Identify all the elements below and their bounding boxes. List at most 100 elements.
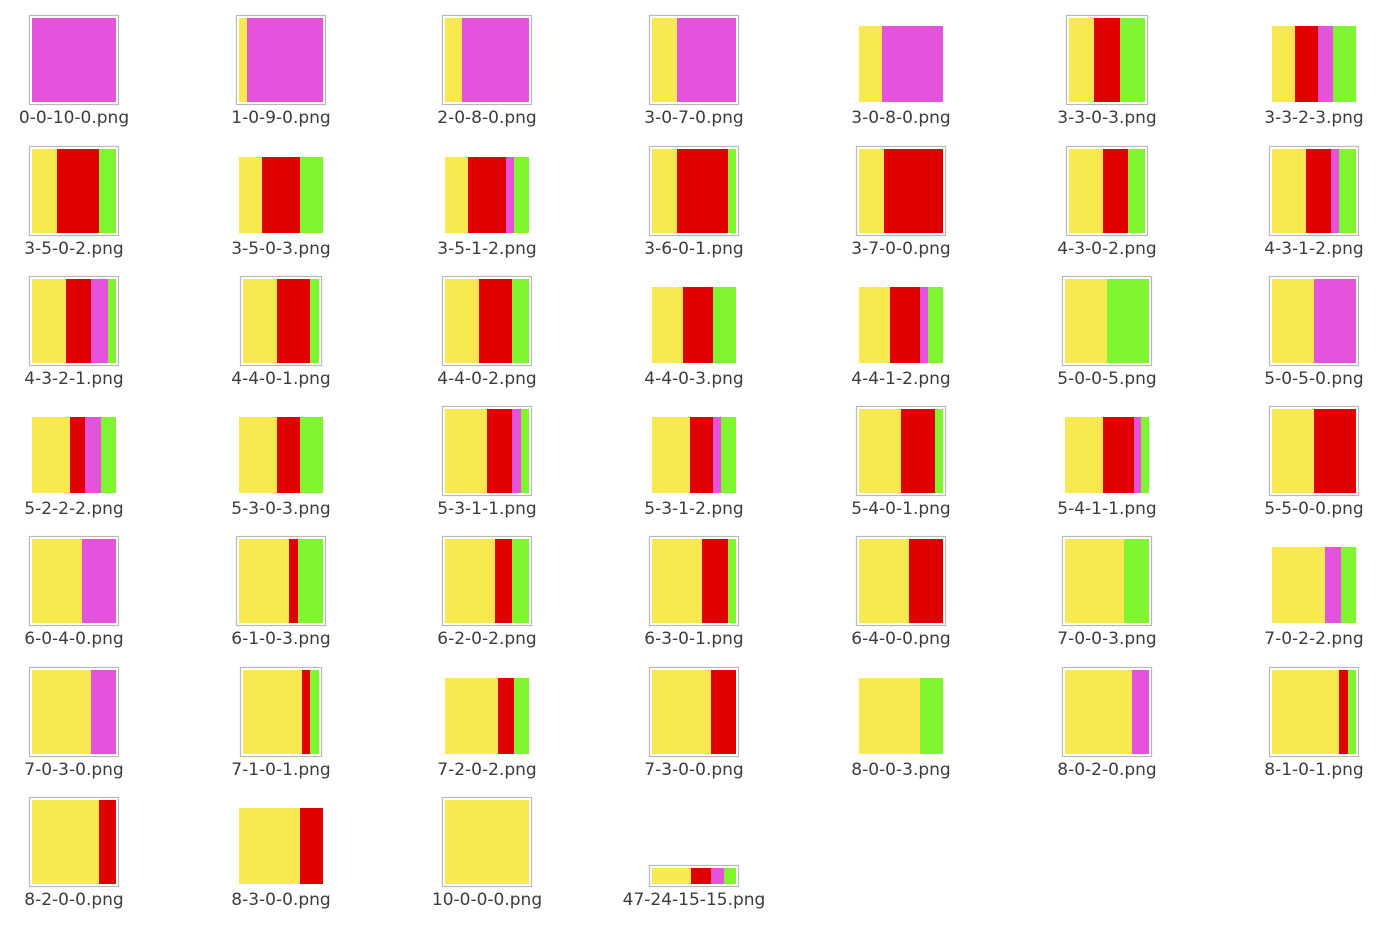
file-item[interactable]: 4-3-0-2.png xyxy=(1012,131,1202,259)
file-item[interactable]: 0-0-10-0.png xyxy=(0,0,169,128)
file-name-label: 6-0-4-0.png xyxy=(24,629,124,649)
image-thumbnail xyxy=(442,536,532,626)
file-item[interactable]: 8-1-0-1.png xyxy=(1219,652,1390,780)
file-item[interactable]: 3-5-1-2.png xyxy=(392,131,582,259)
color-band-green xyxy=(1141,416,1149,493)
file-item[interactable]: 7-0-3-0.png xyxy=(0,652,169,780)
file-item[interactable]: 1-0-9-0.png xyxy=(186,0,376,128)
file-item[interactable]: 6-4-0-0.png xyxy=(806,521,996,649)
color-band-magenta xyxy=(1132,670,1149,754)
file-item[interactable]: 5-3-1-1.png xyxy=(392,391,582,519)
color-band-red xyxy=(289,539,298,623)
image-thumbnail xyxy=(649,15,739,105)
color-band-yellow xyxy=(652,149,678,233)
file-name-label: 5-2-2-2.png xyxy=(24,499,124,519)
color-band-green xyxy=(513,677,529,754)
file-item[interactable]: 3-0-7-0.png xyxy=(599,0,789,128)
file-item[interactable]: 3-5-0-3.png xyxy=(186,131,376,259)
file-item[interactable]: 7-0-0-3.png xyxy=(1012,521,1202,649)
file-name-label: 4-4-1-2.png xyxy=(851,369,951,389)
color-band-yellow xyxy=(1272,546,1326,623)
color-band-yellow xyxy=(1272,25,1295,102)
file-item[interactable]: 5-4-0-1.png xyxy=(806,391,996,519)
file-item[interactable]: 4-4-0-2.png xyxy=(392,261,582,389)
file-item[interactable]: 3-0-8-0.png xyxy=(806,0,996,128)
color-band-green xyxy=(300,416,323,493)
color-band-red xyxy=(495,539,513,623)
file-item[interactable]: 5-3-1-2.png xyxy=(599,391,789,519)
color-band-green xyxy=(1347,670,1356,754)
image-thumbnail xyxy=(1065,416,1149,493)
file-item[interactable]: 4-3-2-1.png xyxy=(0,261,169,389)
file-item[interactable]: 6-3-0-1.png xyxy=(599,521,789,649)
file-item[interactable]: 5-2-2-2.png xyxy=(0,391,169,519)
color-band-red xyxy=(702,539,728,623)
file-name-label: 8-0-2-0.png xyxy=(1057,760,1157,780)
color-band-yellow xyxy=(239,18,248,102)
file-item[interactable]: 4-4-1-2.png xyxy=(806,261,996,389)
file-name-label: 3-5-1-2.png xyxy=(437,239,537,259)
file-item[interactable]: 4-4-0-1.png xyxy=(186,261,376,389)
image-thumbnail xyxy=(29,797,119,887)
file-item[interactable]: 8-2-0-0.png xyxy=(0,782,169,910)
file-name-label: 3-7-0-0.png xyxy=(851,239,951,259)
file-item[interactable]: 3-7-0-0.png xyxy=(806,131,996,259)
image-thumbnail xyxy=(649,536,739,626)
file-item[interactable]: 3-6-0-1.png xyxy=(599,131,789,259)
color-band-green xyxy=(310,670,319,754)
color-band-green xyxy=(100,416,116,493)
color-band-yellow xyxy=(652,416,691,493)
file-item[interactable]: 6-0-4-0.png xyxy=(0,521,169,649)
color-band-yellow xyxy=(243,279,277,363)
file-item[interactable]: 7-1-0-1.png xyxy=(186,652,376,780)
file-item[interactable]: 5-3-0-3.png xyxy=(186,391,376,519)
color-band-yellow xyxy=(1272,149,1306,233)
image-thumbnail xyxy=(442,276,532,366)
color-band-red xyxy=(884,149,943,233)
file-name-label: 4-4-0-3.png xyxy=(644,369,744,389)
file-item[interactable]: 8-0-0-3.png xyxy=(806,652,996,780)
file-item[interactable]: 8-0-2-0.png xyxy=(1012,652,1202,780)
file-item[interactable]: 47-24-15-15.png xyxy=(599,782,789,910)
file-item[interactable]: 3-5-0-2.png xyxy=(0,131,169,259)
file-item[interactable]: 5-4-1-1.png xyxy=(1012,391,1202,519)
color-band-yellow xyxy=(239,539,290,623)
color-band-yellow xyxy=(1065,279,1107,363)
file-item[interactable]: 5-0-5-0.png xyxy=(1219,261,1390,389)
file-item[interactable]: 6-2-0-2.png xyxy=(392,521,582,649)
image-thumbnail xyxy=(29,146,119,236)
image-thumbnail xyxy=(859,25,943,102)
image-thumbnail xyxy=(32,416,116,493)
file-item[interactable]: 6-1-0-3.png xyxy=(186,521,376,649)
file-name-label: 3-3-2-3.png xyxy=(1264,108,1364,128)
color-band-red xyxy=(1103,416,1134,493)
file-item[interactable]: 3-3-0-3.png xyxy=(1012,0,1202,128)
file-item[interactable]: 2-0-8-0.png xyxy=(392,0,582,128)
color-band-yellow xyxy=(652,18,678,102)
file-item[interactable]: 7-2-0-2.png xyxy=(392,652,582,780)
color-band-yellow xyxy=(1272,279,1314,363)
file-item[interactable]: 4-4-0-3.png xyxy=(599,261,789,389)
file-item[interactable]: 4-3-1-2.png xyxy=(1219,131,1390,259)
color-band-yellow xyxy=(1065,670,1133,754)
image-thumbnail xyxy=(29,536,119,626)
image-thumbnail xyxy=(859,286,943,363)
file-item[interactable]: 8-3-0-0.png xyxy=(186,782,376,910)
color-band-red xyxy=(487,409,513,493)
image-thumbnail xyxy=(236,536,326,626)
color-band-magenta xyxy=(90,279,108,363)
file-item[interactable]: 10-0-0-0.png xyxy=(392,782,582,910)
file-item[interactable]: 5-0-0-5.png xyxy=(1012,261,1202,389)
file-item[interactable]: 7-3-0-0.png xyxy=(599,652,789,780)
file-item[interactable]: 7-0-2-2.png xyxy=(1219,521,1390,649)
image-thumbnail xyxy=(859,677,943,754)
file-name-label: 8-0-0-3.png xyxy=(851,760,951,780)
file-name-label: 3-0-8-0.png xyxy=(851,108,951,128)
file-item[interactable]: 5-5-0-0.png xyxy=(1219,391,1390,519)
color-band-red xyxy=(690,416,714,493)
file-item[interactable]: 3-3-2-3.png xyxy=(1219,0,1390,128)
color-band-red xyxy=(99,800,116,884)
image-thumbnail xyxy=(1066,15,1148,105)
color-band-red xyxy=(277,416,301,493)
